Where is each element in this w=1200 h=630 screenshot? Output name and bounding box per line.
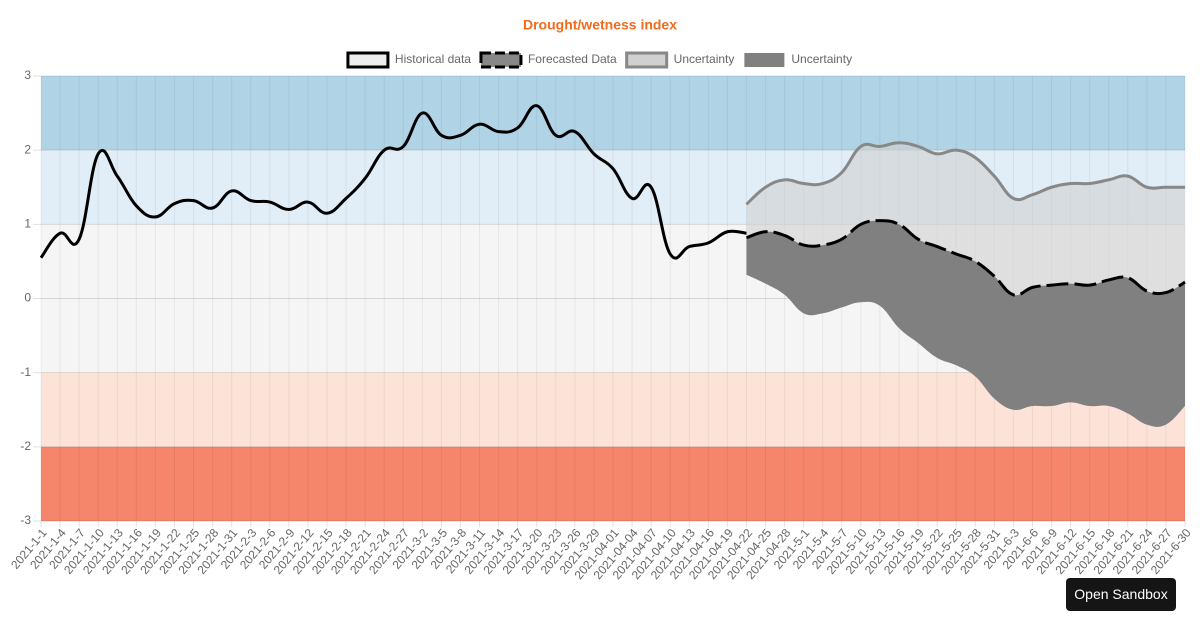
y-tick-label: 1 — [24, 217, 31, 231]
legend-item: Uncertainty — [625, 51, 735, 69]
data-line — [39, 104, 747, 260]
band — [41, 76, 1185, 151]
legend: Historical data Forecasted Data Uncertaint… — [346, 51, 852, 69]
y-tick-label: -1 — [20, 365, 31, 379]
data-line — [745, 219, 1186, 297]
legend-item: Uncertainty — [744, 52, 852, 67]
y-tick-label: 0 — [24, 291, 31, 305]
y-tick-label: 3 — [24, 68, 31, 82]
legend-swatch — [479, 51, 523, 69]
uncertainty-area — [746, 142, 1185, 296]
legend-item: Historical data — [346, 51, 471, 69]
legend-swatch — [346, 51, 390, 69]
legend-label: Uncertainty — [674, 52, 735, 66]
band — [41, 446, 1185, 521]
legend-label: Forecasted Data — [528, 52, 617, 66]
uncertainty-line — [745, 141, 1185, 206]
uncertainty-area — [746, 220, 1185, 427]
plot — [33, 75, 1186, 527]
chart-title: Drought/wetness index — [523, 17, 677, 33]
legend-label: Historical data — [395, 52, 471, 66]
legend-swatch — [744, 53, 785, 67]
legend-label: Uncertainty — [791, 52, 852, 66]
legend-item: Forecasted Data — [479, 51, 617, 69]
y-tick-label: 2 — [24, 142, 31, 156]
legend-swatch — [625, 51, 669, 69]
open-sandbox-button[interactable]: Open Sandbox — [1066, 578, 1176, 611]
y-tick-label: -2 — [20, 439, 31, 453]
y-tick-label: -3 — [20, 513, 31, 527]
